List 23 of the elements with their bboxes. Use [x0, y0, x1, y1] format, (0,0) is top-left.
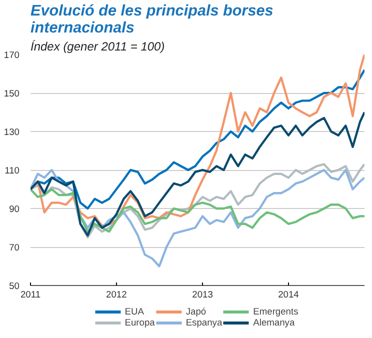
y-tick-label: 110	[4, 166, 20, 176]
legend-label: Emergents	[253, 306, 298, 316]
legend-label: Japó	[186, 306, 206, 316]
y-tick-label: 70	[9, 242, 20, 252]
legend-label: Espanya	[186, 318, 222, 328]
line-series	[30, 111, 364, 237]
y-tick-label: 150	[4, 88, 20, 98]
y-tick-label: 50	[9, 281, 20, 291]
x-tick-label: 2014	[278, 290, 299, 300]
y-tick-label: 170	[4, 50, 20, 60]
y-tick-label: 90	[9, 204, 20, 214]
chart-subtitle: Índex (gener 2011 = 100)	[30, 40, 165, 54]
legend-label: Alemanya	[253, 318, 295, 328]
legend-label: EUA	[124, 306, 145, 316]
legend-label: Europa	[124, 318, 155, 328]
line-series	[30, 163, 364, 238]
line-series	[30, 188, 364, 233]
y-tick-label: 130	[4, 127, 20, 137]
chart-title: Evolució de les principals borses internacionals	[30, 2, 274, 36]
x-tick-label: 2012	[106, 290, 127, 300]
x-tick-label: 2013	[192, 290, 213, 300]
x-tick-label: 2011	[20, 290, 41, 300]
line-series	[30, 168, 364, 268]
